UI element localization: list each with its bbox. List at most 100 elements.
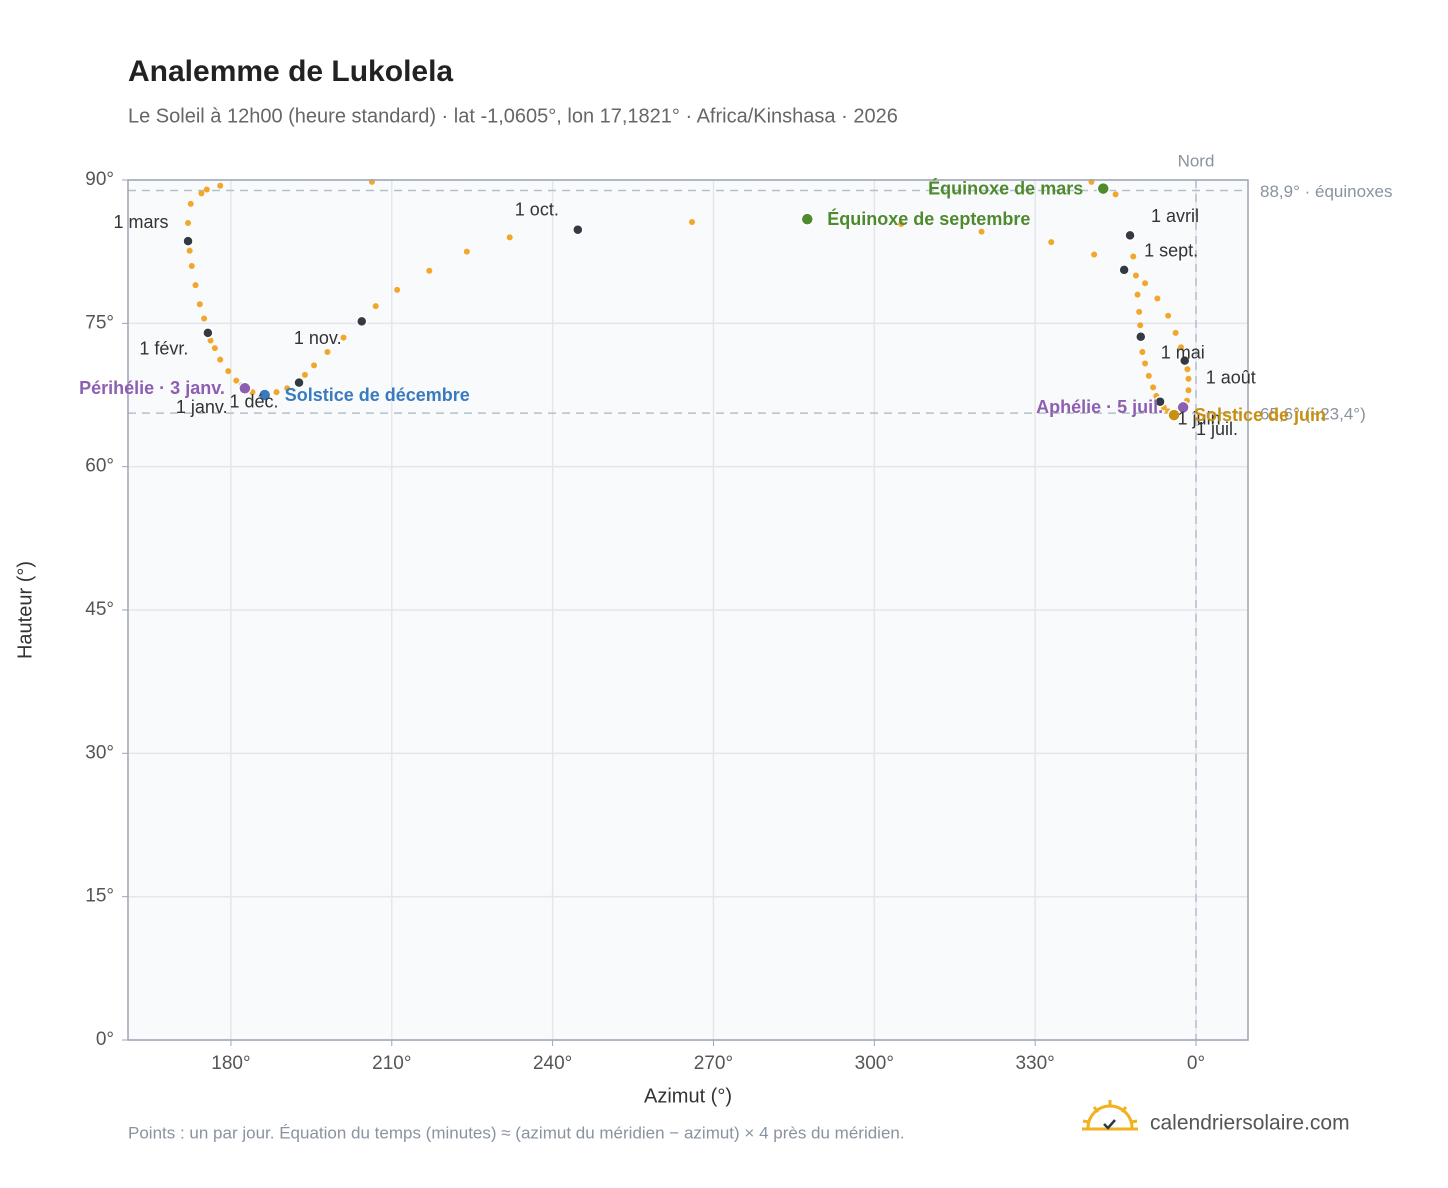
month-label: 1 avril	[1151, 206, 1199, 226]
month-label: 1 août	[1206, 367, 1256, 387]
y-tick-label: 90°	[85, 169, 114, 190]
month-marker	[1124, 229, 1136, 242]
day-point	[324, 349, 331, 355]
day-point	[340, 334, 347, 341]
month-label: 1 sept.	[1144, 241, 1198, 261]
month-label: 1 juil.	[1196, 419, 1238, 439]
day-point	[394, 286, 401, 293]
event-label: Équinoxe de septembre	[827, 208, 1030, 229]
day-point	[1112, 191, 1119, 198]
day-point	[1136, 308, 1143, 315]
day-point	[196, 301, 203, 308]
day-point	[201, 315, 208, 322]
x-tick-label: 210°	[372, 1053, 411, 1074]
day-point	[198, 190, 205, 197]
day-point	[1142, 360, 1149, 367]
x-tick-label: 270°	[694, 1053, 733, 1074]
event-marker	[1176, 400, 1190, 415]
day-point	[284, 385, 291, 392]
marks	[182, 178, 1192, 422]
y-tick-label: 30°	[85, 742, 114, 763]
month-label: 1 déc.	[230, 391, 279, 411]
day-point	[188, 263, 195, 269]
month-label: 1 févr.	[139, 339, 188, 359]
day-point	[207, 337, 214, 344]
day-point	[273, 389, 280, 396]
month-marker	[1178, 354, 1191, 367]
day-point	[1091, 251, 1098, 258]
month-marker	[1154, 395, 1166, 408]
month-label: 1 mai	[1161, 342, 1205, 362]
reference-label: 65,6° (−23,4°)	[1260, 405, 1366, 424]
y-axis-label: Hauteur (°)	[14, 561, 36, 659]
event-marker	[238, 381, 252, 396]
day-point	[203, 186, 210, 193]
day-point	[1142, 280, 1149, 287]
brand-logo	[1082, 1100, 1138, 1131]
month-marker	[356, 315, 368, 328]
day-point	[978, 228, 985, 235]
day-point	[225, 368, 232, 375]
day-point	[1177, 344, 1184, 351]
day-point	[1145, 372, 1152, 379]
day-point	[1048, 239, 1055, 246]
day-point	[1137, 322, 1144, 329]
y-tick-label: 0°	[96, 1029, 114, 1050]
event-marker	[1167, 408, 1181, 422]
event-label: Solstice de juin	[1194, 405, 1326, 425]
day-point	[1150, 384, 1157, 391]
event-label: Périhélie · 3 janv.	[79, 378, 225, 398]
month-label: 1 mars	[114, 212, 169, 232]
month-marker	[572, 223, 584, 236]
month-label: 1 oct.	[515, 199, 559, 219]
day-point	[192, 282, 199, 289]
day-point	[426, 267, 433, 274]
day-point	[898, 220, 905, 227]
y-tick-label: 60°	[85, 456, 114, 477]
x-tick-label: 180°	[211, 1053, 250, 1074]
footnote: Points : un par jour. Équation du temps …	[128, 1123, 905, 1142]
day-point	[1184, 366, 1191, 373]
plot-border	[127, 179, 1249, 1041]
day-point	[463, 248, 470, 255]
month-marker	[1135, 330, 1147, 343]
y-tick-label: 45°	[85, 599, 114, 620]
day-point	[372, 303, 379, 310]
day-point	[217, 182, 224, 189]
month-label: 1 nov.	[294, 328, 342, 348]
day-point	[1172, 329, 1179, 336]
day-point	[1185, 387, 1192, 394]
month-marker	[182, 235, 194, 247]
day-point	[1154, 295, 1161, 302]
brand: calendriersolaire.com	[1150, 1112, 1350, 1135]
day-point	[1132, 272, 1139, 279]
y-tick-label: 15°	[85, 886, 114, 907]
day-point	[217, 356, 224, 363]
day-point	[186, 247, 193, 254]
chart-subtitle: Le Soleil à 12h00 (heure standard) · lat…	[128, 105, 898, 127]
month-label: 1 juin	[1178, 408, 1221, 428]
x-tick-label: 300°	[855, 1053, 894, 1074]
event-label: Solstice de décembre	[285, 385, 470, 405]
reference-label: 88,9° · équinoxes	[1260, 182, 1393, 201]
day-point	[185, 220, 192, 226]
month-marker	[1118, 264, 1130, 276]
event-label: Aphélie · 5 juil.	[1036, 397, 1163, 417]
month-marker	[293, 376, 305, 389]
x-tick-label: 0°	[1187, 1053, 1205, 1074]
x-axis-label: Azimut (°)	[644, 1085, 732, 1107]
y-tick-label: 75°	[85, 312, 114, 333]
day-point	[1165, 312, 1172, 319]
event-marker	[800, 212, 815, 226]
day-point	[1185, 375, 1192, 382]
day-point	[506, 234, 513, 241]
day-point	[233, 377, 240, 384]
chart-title: Analemme de Lukolela	[128, 55, 453, 88]
month-label: 1 janv.	[176, 397, 228, 417]
event-marker	[1096, 181, 1110, 196]
event-label: Équinoxe de mars	[928, 177, 1083, 198]
day-point	[689, 219, 696, 226]
day-point	[1139, 349, 1146, 355]
day-point	[187, 200, 194, 207]
